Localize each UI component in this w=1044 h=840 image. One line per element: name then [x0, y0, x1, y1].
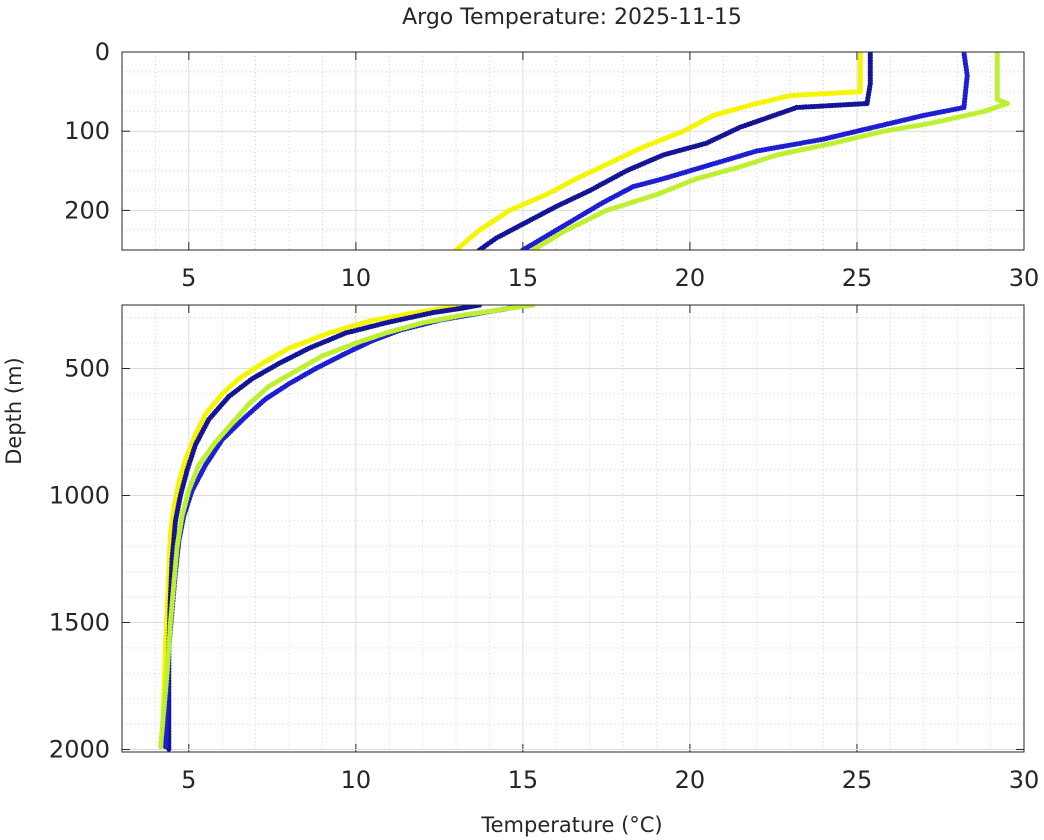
x-tick-label: 25: [842, 766, 873, 794]
x-tick-label: 10: [341, 264, 372, 292]
plot-area: [122, 52, 1024, 250]
y-tick-label: 500: [64, 354, 110, 382]
upper-panel: 5 10 15 20 25 30 0 100 200: [64, 38, 1039, 292]
data-point: [162, 743, 169, 750]
x-axis-label: Temperature (°C): [480, 813, 662, 837]
x-tick-label: 15: [508, 766, 539, 794]
y-tick-label: 100: [64, 117, 110, 145]
y-tick-label: 1500: [49, 608, 110, 636]
plot-area: [122, 305, 1024, 752]
x-tick-label: 30: [1009, 264, 1040, 292]
data-point: [530, 247, 536, 250]
data-point: [520, 247, 526, 250]
x-tick-label: 30: [1009, 766, 1040, 794]
x-tick-label: 20: [675, 766, 706, 794]
x-tick-label: 10: [341, 766, 372, 794]
y-tick-label: 2000: [49, 735, 110, 763]
x-tick-label: 20: [675, 264, 706, 292]
data-point: [158, 743, 164, 750]
x-tick-label: 5: [181, 766, 196, 794]
series-1: [453, 52, 863, 250]
series-2: [476, 52, 873, 250]
series-3: [520, 52, 970, 250]
y-axis-label: Depth (m): [2, 357, 26, 464]
axes-frame: [121, 304, 1025, 753]
y-tick-label: 200: [64, 196, 110, 224]
data-point: [476, 247, 483, 250]
y-tick-label: 1000: [49, 481, 110, 509]
y-tick-label: 0: [95, 38, 110, 66]
chart-title: Argo Temperature: 2025-11-15: [402, 5, 742, 30]
data-layer: [453, 52, 1010, 250]
lower-panel: 5 10 15 20 25 30 500 1000 1500 2000: [49, 304, 1040, 794]
x-tick-label: 5: [181, 264, 196, 292]
series-4: [530, 52, 1010, 250]
data-layer: [158, 305, 536, 752]
axes-frame: [121, 51, 1025, 251]
series-4: [158, 305, 536, 750]
data-point: [453, 247, 459, 250]
x-tick-label: 15: [508, 264, 539, 292]
x-tick-label: 25: [842, 264, 873, 292]
